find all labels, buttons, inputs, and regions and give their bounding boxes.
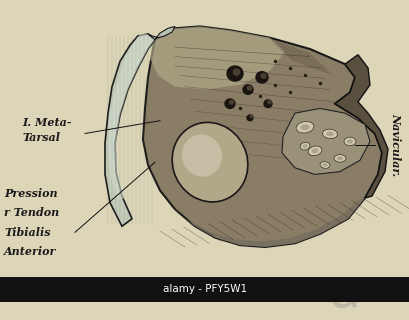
Text: Anterior: Anterior — [4, 246, 56, 257]
Circle shape — [255, 72, 267, 83]
Ellipse shape — [182, 134, 222, 177]
Ellipse shape — [311, 148, 318, 153]
Polygon shape — [334, 55, 387, 198]
Text: Pression: Pression — [4, 188, 58, 199]
Text: a: a — [189, 120, 220, 172]
Circle shape — [246, 115, 252, 121]
Polygon shape — [281, 108, 369, 174]
Ellipse shape — [300, 124, 309, 130]
Circle shape — [261, 74, 265, 78]
Ellipse shape — [343, 137, 355, 146]
Circle shape — [233, 69, 239, 75]
Ellipse shape — [333, 155, 345, 162]
Text: Tarsal: Tarsal — [22, 132, 61, 143]
Bar — [0, 277, 409, 302]
Ellipse shape — [336, 156, 342, 160]
Polygon shape — [148, 26, 175, 40]
Text: r Tendon: r Tendon — [4, 207, 59, 218]
Ellipse shape — [322, 129, 337, 139]
Circle shape — [263, 100, 271, 108]
Text: alamy - PFY5W1: alamy - PFY5W1 — [162, 284, 247, 294]
Ellipse shape — [308, 146, 321, 156]
Circle shape — [249, 115, 252, 117]
Ellipse shape — [172, 122, 247, 202]
Text: Navicular.: Navicular. — [389, 113, 400, 176]
Polygon shape — [108, 34, 155, 200]
Ellipse shape — [319, 162, 329, 168]
Ellipse shape — [326, 132, 333, 136]
Circle shape — [227, 66, 243, 81]
Ellipse shape — [322, 163, 327, 167]
Circle shape — [225, 99, 234, 108]
Ellipse shape — [302, 144, 307, 148]
Circle shape — [267, 101, 270, 104]
Text: I. Meta-: I. Meta- — [22, 117, 72, 128]
Polygon shape — [105, 34, 155, 226]
Circle shape — [247, 86, 251, 90]
Polygon shape — [150, 26, 284, 90]
Ellipse shape — [346, 139, 352, 144]
Polygon shape — [143, 26, 381, 247]
Text: Tibialis: Tibialis — [4, 227, 50, 238]
Polygon shape — [172, 198, 364, 247]
Ellipse shape — [295, 122, 313, 133]
Circle shape — [229, 100, 233, 104]
Text: a: a — [328, 266, 360, 318]
Ellipse shape — [299, 142, 309, 150]
Circle shape — [243, 85, 252, 94]
